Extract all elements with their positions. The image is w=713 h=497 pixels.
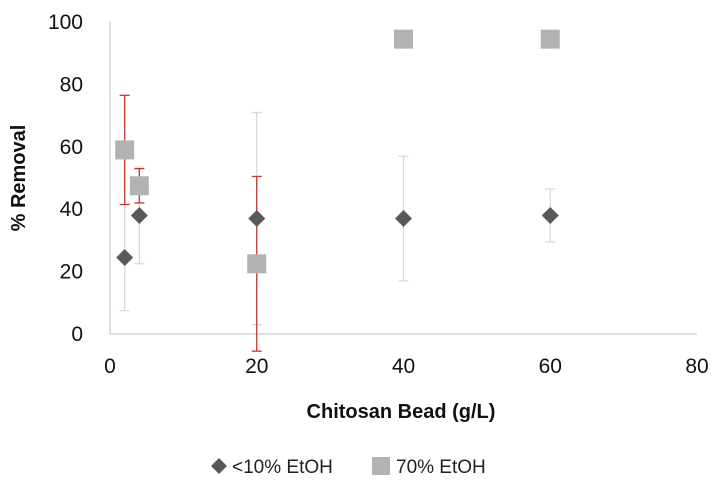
y-tick-label: 20 [60,261,83,284]
legend: <10% EtOH 70% EtOH [211,457,486,478]
data-point-square [129,176,149,196]
data-point-square [394,29,413,49]
legend-label-series-2: 70% EtOH [396,457,486,478]
data-point-diamond [541,206,559,224]
y-tick-label: 40 [60,198,83,221]
axes: 0 20 40 60 80 100 0 20 40 60 80 [48,11,709,378]
data-point-diamond [116,249,134,267]
legend-marker-diamond [211,458,227,474]
data-point-square [540,29,560,49]
y-tick-label: 0 [71,323,83,346]
data-point-diamond [248,210,266,228]
data-points [115,29,560,274]
y-tick-label: 60 [60,136,83,159]
y-tick-label: 100 [48,11,83,34]
error-bars [119,94,556,352]
x-tick-label: 40 [392,355,415,378]
data-point-square [115,140,135,160]
legend-label-series-1: <10% EtOH [232,457,333,478]
y-axis-title: % Removal [8,125,30,232]
x-tick-label: 20 [245,355,268,378]
y-tick-label: 80 [60,73,83,96]
x-axis-title: Chitosan Bead (g/L) [307,401,496,423]
data-point-diamond [130,206,148,224]
x-tick-label: 80 [685,355,708,378]
x-tick-label: 0 [104,355,116,378]
x-tick-label: 60 [539,355,562,378]
legend-marker-square [372,457,390,475]
data-point-square [247,254,267,274]
data-point-diamond [395,210,412,228]
